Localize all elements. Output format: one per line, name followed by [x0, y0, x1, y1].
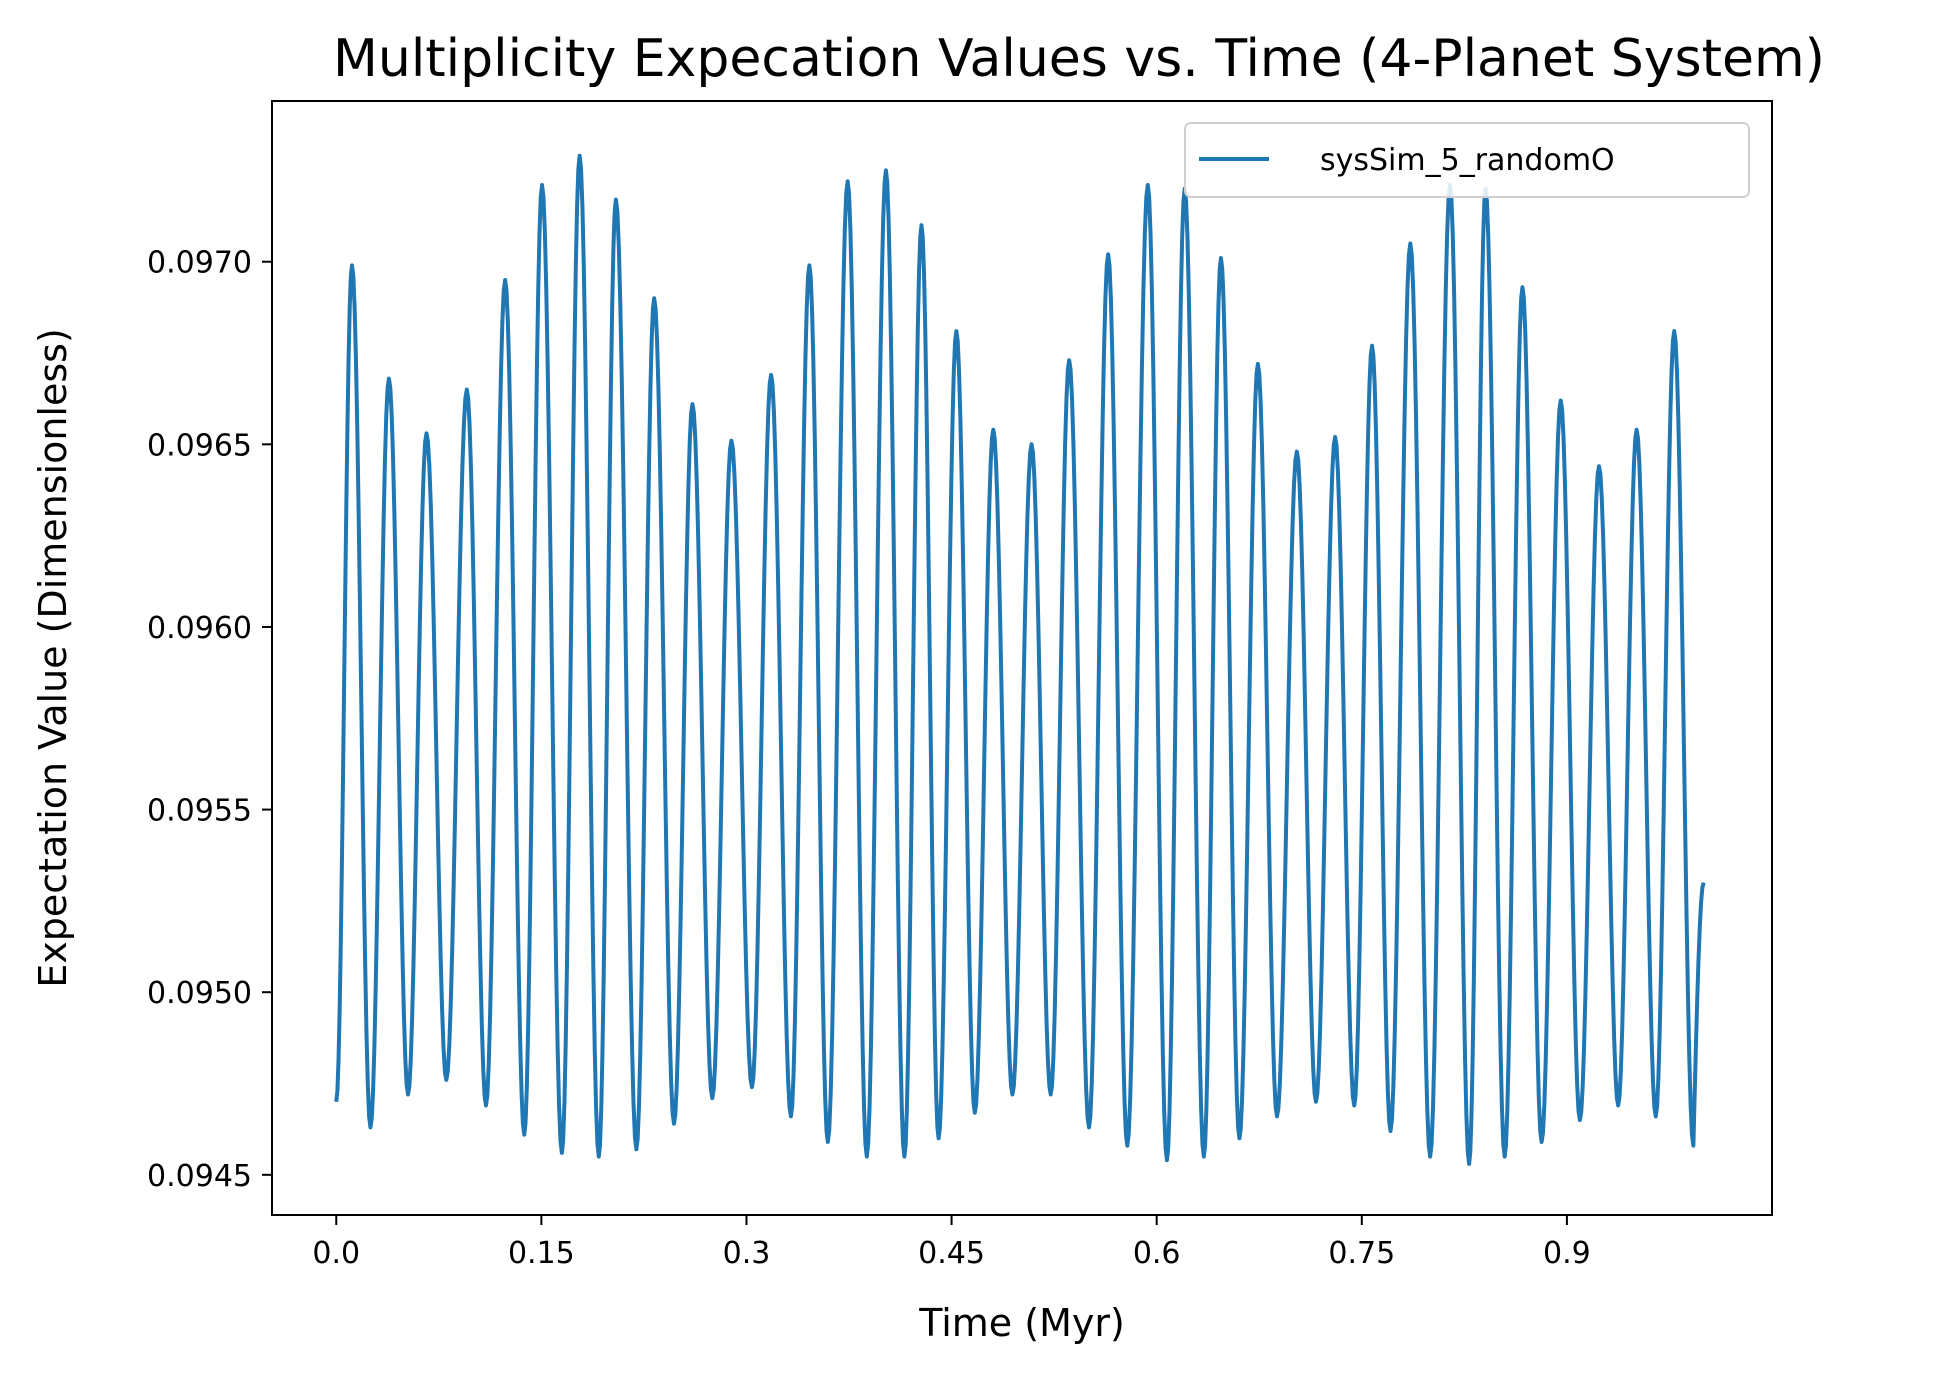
y-tick-label: 0.0945	[147, 1159, 252, 1194]
chart-title: Multiplicity Expecation Values vs. Time …	[333, 29, 1825, 89]
y-tick-label: 0.0970	[147, 246, 252, 281]
y-tick-label: 0.0950	[147, 976, 252, 1011]
x-axis-label: Time (Myr)	[918, 1301, 1125, 1345]
x-tick-label: 0.45	[918, 1236, 985, 1271]
x-axis: 0.0 0.15 0.3 0.45 0.6 0.75 0.9	[312, 1215, 1591, 1271]
y-tick-label: 0.0960	[147, 611, 252, 646]
plot-area	[334, 153, 1706, 1166]
x-tick-label: 0.15	[508, 1236, 575, 1271]
x-tick-label: 0.9	[1543, 1236, 1591, 1271]
legend-label: sysSim_5_randomO	[1320, 143, 1615, 178]
y-axis: 0.0945 0.0950 0.0955 0.0960 0.0965 0.0970	[147, 246, 272, 1194]
legend: sysSim_5_randomO	[1184, 122, 1750, 198]
legend-box	[1184, 122, 1750, 198]
y-axis-label: Expectation Value (Dimensionless)	[31, 328, 75, 988]
x-tick-label: 0.6	[1133, 1236, 1181, 1271]
x-tick-label: 0.0	[312, 1236, 360, 1271]
axes-frame	[271, 100, 1773, 1216]
y-tick-label: 0.0965	[147, 428, 252, 463]
x-tick-label: 0.75	[1328, 1236, 1395, 1271]
series-line	[334, 153, 1706, 1166]
y-tick-label: 0.0955	[147, 794, 252, 829]
x-tick-label: 0.3	[723, 1236, 771, 1271]
